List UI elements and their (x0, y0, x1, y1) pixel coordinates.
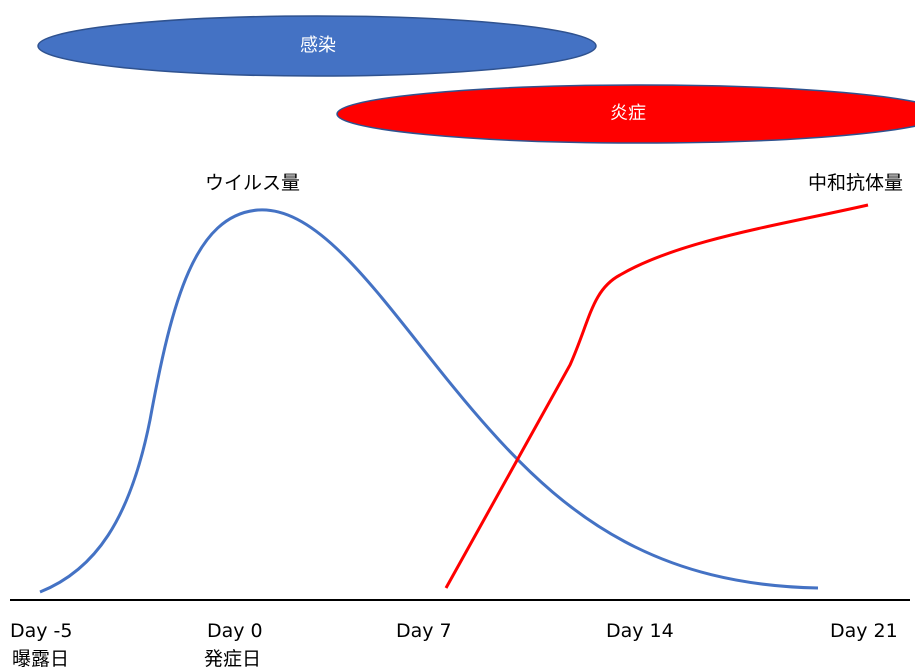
tick-onset-day: 発症日 (204, 648, 262, 670)
tick-day-14: Day 14 (606, 620, 674, 642)
tick-day-minus5: Day -5 (10, 620, 73, 642)
infection-bar (37, 15, 597, 77)
antibody-label: 中和抗体量 (808, 172, 904, 194)
inflammation-label: 炎症 (610, 103, 646, 124)
tick-exposure-day: 曝露日 (12, 648, 70, 670)
tick-day-21: Day 21 (830, 620, 898, 642)
viral-load-curve (39, 208, 819, 594)
antibody-curve (444, 203, 869, 589)
viral-load-label: ウイルス量 (205, 172, 301, 194)
inflammation-bar (336, 84, 915, 144)
infection-label: 感染 (300, 35, 336, 56)
tick-day-0: Day 0 (207, 620, 263, 642)
tick-day-7: Day 7 (396, 620, 452, 642)
